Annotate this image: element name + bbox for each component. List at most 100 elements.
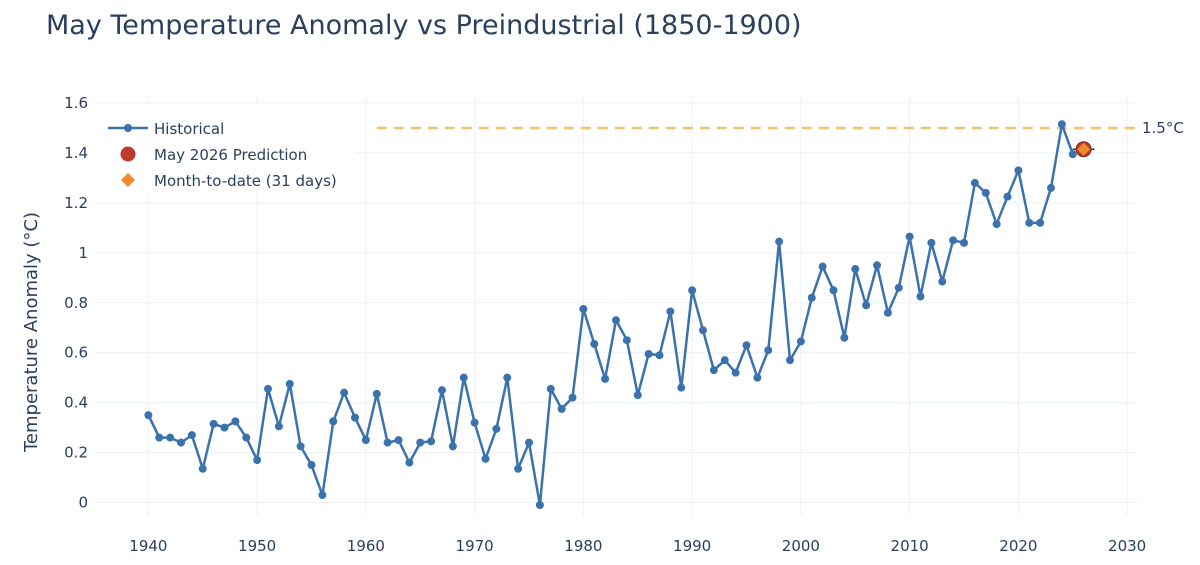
historical-point: [546, 384, 555, 393]
historical-point: [470, 418, 479, 427]
x-tick-label: 2010: [891, 537, 929, 555]
x-tick-label: 1980: [564, 537, 602, 555]
y-tick-label: 1.4: [64, 144, 88, 162]
historical-point: [274, 422, 283, 431]
historical-point: [699, 326, 707, 335]
legend-historical-marker: [124, 124, 132, 132]
historical-point: [155, 433, 164, 442]
historical-point: [481, 454, 490, 463]
historical-point: [296, 442, 305, 451]
y-tick-label: 1: [78, 244, 88, 262]
x-tick-label: 2000: [782, 537, 820, 555]
historical-point: [525, 438, 533, 447]
threshold-label: 1.5°C: [1142, 119, 1184, 137]
historical-point: [568, 393, 577, 402]
historical-point: [329, 417, 338, 426]
historical-point: [666, 307, 675, 316]
historical-point: [209, 419, 218, 428]
historical-point: [557, 404, 566, 413]
historical-point: [633, 391, 642, 400]
historical-point: [612, 316, 620, 325]
historical-point: [764, 346, 773, 355]
historical-point: [873, 261, 881, 270]
historical-point: [361, 436, 370, 445]
historical-point: [166, 433, 175, 442]
historical-point: [807, 293, 816, 302]
historical-point: [264, 384, 272, 393]
historical-point: [535, 501, 544, 510]
historical-point: [1057, 120, 1066, 129]
historical-point: [709, 366, 718, 375]
historical-point: [1014, 166, 1023, 175]
x-tick-label: 1960: [347, 537, 385, 555]
historical-point: [894, 283, 903, 292]
historical-point: [242, 433, 251, 442]
chart-title: May Temperature Anomaly vs Preindustrial…: [46, 10, 802, 41]
historical-point: [1036, 218, 1045, 227]
y-tick-label: 0.8: [64, 294, 88, 312]
x-tick-label: 1940: [129, 537, 167, 555]
historical-point: [253, 456, 262, 465]
historical-point: [938, 277, 947, 286]
historical-point: [960, 238, 968, 247]
historical-point: [601, 374, 610, 383]
historical-point: [1068, 150, 1077, 159]
y-axis-title: Temperature Anomaly (°C): [21, 212, 42, 453]
historical-point: [992, 220, 1001, 229]
x-tick-label: 1990: [673, 537, 711, 555]
legend-historical-label: Historical: [154, 120, 224, 138]
historical-point: [927, 238, 936, 247]
historical-point: [448, 442, 457, 451]
historical-point: [177, 438, 185, 447]
historical-point: [492, 424, 501, 433]
month-to-date-point[interactable]: [1077, 142, 1091, 156]
historical-point: [416, 438, 425, 447]
historical-point: [916, 292, 925, 301]
legend[interactable]: Historical May 2026 Prediction Month-to-da…: [94, 104, 356, 194]
historical-point: [1003, 192, 1012, 201]
historical-point: [883, 308, 892, 317]
historical-point: [720, 356, 729, 365]
historical-point: [688, 286, 697, 295]
historical-point: [405, 458, 414, 467]
historical-point: [340, 388, 349, 397]
historical-point: [514, 464, 523, 473]
historical-point: [394, 436, 403, 445]
historical-point: [775, 237, 784, 246]
historical-point: [981, 188, 990, 197]
historical-point: [285, 379, 294, 388]
historical-point: [372, 389, 381, 398]
historical-point: [840, 333, 849, 342]
historical-point: [590, 339, 599, 348]
historical-point: [144, 411, 153, 420]
historical-point: [198, 464, 207, 473]
historical-point: [786, 356, 794, 365]
y-tick-label: 1.2: [64, 194, 88, 212]
historical-point: [351, 413, 359, 422]
historical-point: [220, 423, 229, 432]
y-tick-label: 0: [78, 494, 88, 512]
y-tick-label: 0.6: [64, 344, 88, 362]
legend-month-to-date-label: Month-to-date (31 days): [154, 172, 337, 190]
y-tick-label: 0.4: [64, 394, 88, 412]
historical-point: [742, 341, 751, 350]
historical-point: [1047, 183, 1055, 192]
x-tick-label: 1950: [238, 537, 276, 555]
historical-point: [644, 349, 653, 358]
historical-point: [307, 461, 316, 470]
historical-point: [622, 336, 631, 345]
historical-point: [503, 373, 512, 382]
historical-point: [905, 232, 914, 241]
historical-point: [851, 265, 860, 274]
historical-point: [949, 236, 958, 245]
legend-prediction-label: May 2026 Prediction: [154, 146, 307, 164]
historical-point: [862, 301, 871, 310]
y-tick-label: 0.2: [64, 444, 88, 462]
legend-month-to-date-marker: [121, 173, 135, 187]
historical-point: [318, 491, 327, 500]
historical-point: [231, 417, 240, 426]
ticks-layer: 1940 1950 1960 1970 1980 1990 2000 2010 2020 2030…: [64, 94, 1146, 555]
historical-point: [655, 351, 664, 360]
historical-point: [1025, 218, 1034, 227]
